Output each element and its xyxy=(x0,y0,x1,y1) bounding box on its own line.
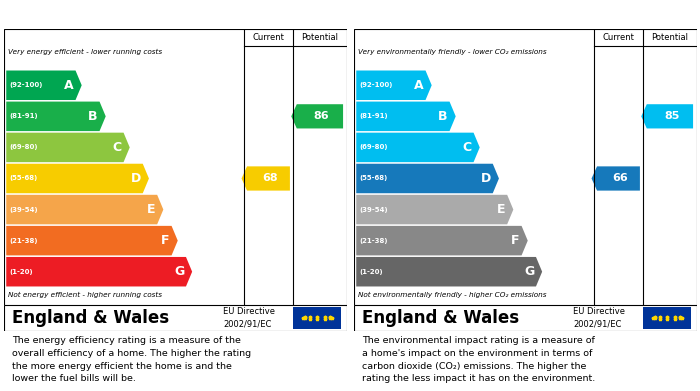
Text: (81-91): (81-91) xyxy=(360,113,389,119)
Text: (1-20): (1-20) xyxy=(360,269,384,275)
Text: B: B xyxy=(88,110,98,123)
Polygon shape xyxy=(641,104,693,129)
Text: 66: 66 xyxy=(612,174,628,183)
Polygon shape xyxy=(356,133,480,162)
Text: The environmental impact rating is a measure of
a home's impact on the environme: The environmental impact rating is a mea… xyxy=(362,336,595,383)
Polygon shape xyxy=(291,104,343,129)
Polygon shape xyxy=(241,166,290,190)
Bar xyxy=(643,307,692,329)
Text: Potential: Potential xyxy=(302,32,338,41)
Text: G: G xyxy=(524,265,534,278)
Text: (55-68): (55-68) xyxy=(10,176,38,181)
Text: F: F xyxy=(162,234,170,247)
Text: Very energy efficient - lower running costs: Very energy efficient - lower running co… xyxy=(8,48,162,54)
Text: Very environmentally friendly - lower CO₂ emissions: Very environmentally friendly - lower CO… xyxy=(358,48,546,54)
Text: (69-80): (69-80) xyxy=(360,144,389,151)
Polygon shape xyxy=(356,70,432,100)
Text: D: D xyxy=(131,172,141,185)
Text: England & Wales: England & Wales xyxy=(362,309,519,327)
Text: C: C xyxy=(463,141,472,154)
Polygon shape xyxy=(6,257,192,287)
Text: (92-100): (92-100) xyxy=(10,82,43,88)
Polygon shape xyxy=(356,257,542,287)
Polygon shape xyxy=(356,226,528,255)
Polygon shape xyxy=(6,102,106,131)
Polygon shape xyxy=(356,164,499,193)
Text: (21-38): (21-38) xyxy=(360,238,389,244)
Text: EU Directive
2002/91/EC: EU Directive 2002/91/EC xyxy=(223,307,275,328)
Text: 85: 85 xyxy=(664,111,679,121)
Text: Potential: Potential xyxy=(652,32,688,41)
Text: The energy efficiency rating is a measure of the
overall efficiency of a home. T: The energy efficiency rating is a measur… xyxy=(12,336,251,383)
Text: Not environmentally friendly - higher CO₂ emissions: Not environmentally friendly - higher CO… xyxy=(358,292,546,298)
Polygon shape xyxy=(6,195,163,224)
Text: G: G xyxy=(174,265,184,278)
Polygon shape xyxy=(6,133,130,162)
Polygon shape xyxy=(6,164,149,193)
Text: F: F xyxy=(512,234,520,247)
Polygon shape xyxy=(6,70,82,100)
Text: (92-100): (92-100) xyxy=(360,82,393,88)
Polygon shape xyxy=(592,166,640,190)
Text: (39-54): (39-54) xyxy=(360,206,389,213)
Text: England & Wales: England & Wales xyxy=(12,309,169,327)
Text: E: E xyxy=(147,203,155,216)
Text: C: C xyxy=(113,141,122,154)
Text: Current: Current xyxy=(253,32,284,41)
Polygon shape xyxy=(6,226,178,255)
Text: (21-38): (21-38) xyxy=(10,238,38,244)
Polygon shape xyxy=(356,195,513,224)
Text: Not energy efficient - higher running costs: Not energy efficient - higher running co… xyxy=(8,292,162,298)
Text: Environmental Impact (CO₂) Rating: Environmental Impact (CO₂) Rating xyxy=(362,9,594,22)
Text: (39-54): (39-54) xyxy=(10,206,38,213)
Text: (55-68): (55-68) xyxy=(360,176,388,181)
Polygon shape xyxy=(356,102,456,131)
Text: A: A xyxy=(64,79,74,92)
Text: Current: Current xyxy=(603,32,634,41)
Text: 68: 68 xyxy=(262,174,278,183)
Text: (1-20): (1-20) xyxy=(10,269,34,275)
Text: A: A xyxy=(414,79,424,92)
Text: Energy Efficiency Rating: Energy Efficiency Rating xyxy=(12,9,174,22)
Text: E: E xyxy=(497,203,505,216)
Text: EU Directive
2002/91/EC: EU Directive 2002/91/EC xyxy=(573,307,625,328)
Text: (81-91): (81-91) xyxy=(10,113,38,119)
Text: (69-80): (69-80) xyxy=(10,144,38,151)
Text: B: B xyxy=(438,110,448,123)
Text: 86: 86 xyxy=(314,111,330,121)
Bar xyxy=(293,307,342,329)
Text: D: D xyxy=(481,172,491,185)
